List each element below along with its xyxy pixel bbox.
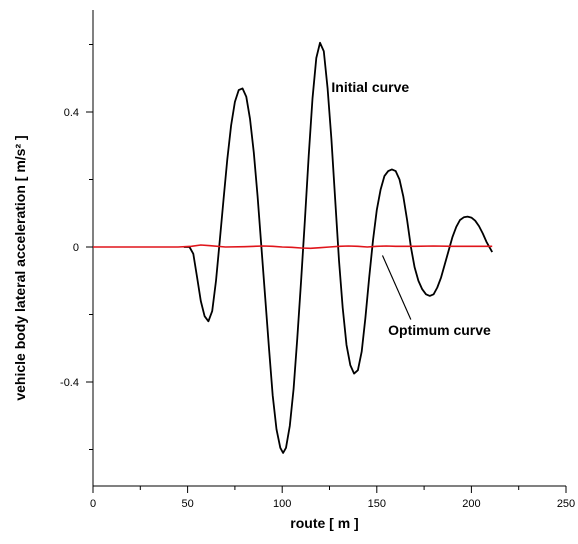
y-tick-label: -0.4	[60, 377, 79, 389]
x-tick-label: 250	[557, 498, 575, 510]
y-tick-label: 0	[73, 242, 79, 254]
optimum-annotation-leader	[382, 255, 410, 319]
optimum-curve-line	[93, 245, 492, 248]
initial-curve-annotation: Initial curve	[331, 79, 409, 95]
initial-curve-line	[184, 43, 492, 453]
x-axis-title: route [ m ]	[290, 515, 358, 531]
optimum-curve-annotation: Optimum curve	[388, 322, 491, 338]
x-tick-label: 200	[462, 498, 480, 510]
x-tick-label: 50	[181, 498, 193, 510]
y-axis-title: vehicle body lateral acceleration [ m/s²…	[12, 135, 28, 400]
x-tick-label: 0	[90, 498, 96, 510]
x-tick-label: 100	[273, 498, 291, 510]
y-tick-label: 0.4	[64, 107, 79, 119]
x-tick-label: 150	[368, 498, 386, 510]
